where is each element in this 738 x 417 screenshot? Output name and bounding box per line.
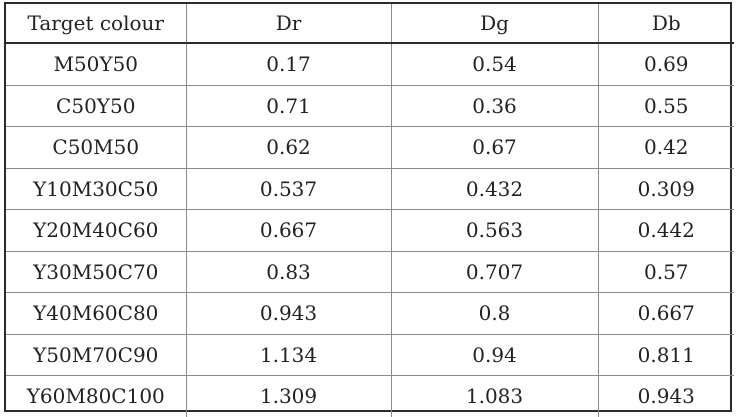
cell-db: 0.943 — [637, 384, 695, 409]
cell-target-colour: Y10M30C50 — [6, 168, 187, 210]
cell-dg: 0.36 — [391, 85, 599, 127]
header-dr: Dr — [186, 4, 392, 44]
cell-dr: 1.309 — [186, 375, 392, 417]
table-header: Target colour Dr Dg Db — [6, 4, 734, 44]
cell-target-colour: C50Y50 — [6, 85, 187, 127]
cell-dg: 1.083 — [391, 375, 599, 417]
cell-dr: 0.537 — [186, 168, 392, 210]
cell-dr: 0.943 — [186, 292, 392, 335]
target-colour-table: Target colour Dr Dg Db M50Y50 0.17 0.54 … — [6, 4, 734, 417]
cell-db: 0.55 — [598, 85, 734, 127]
cell-db: 0.442 — [598, 209, 734, 252]
header-target-colour: Target colour — [6, 4, 187, 44]
table-row: Y10M30C50 0.537 0.432 0.309 — [6, 168, 734, 210]
cell-dr: 0.83 — [186, 251, 392, 293]
cell-dg: 0.707 — [391, 251, 599, 293]
cell-db: 0.42 — [598, 126, 734, 169]
header-row: Target colour Dr Dg Db — [6, 4, 734, 44]
header-db: Db — [598, 4, 734, 44]
cell-db: 0.69 — [598, 43, 734, 86]
cell-target-colour: Y40M60C80 — [6, 292, 187, 335]
cell-db: 0.57 — [598, 251, 734, 293]
cell-target-colour: Y20M40C60 — [6, 209, 187, 252]
cell-db: 0.309 — [598, 168, 734, 210]
cell-target-colour: M50Y50 — [6, 43, 187, 86]
table-row: Y50M70C90 1.134 0.94 0.811 — [6, 334, 734, 376]
cell-dr: 0.667 — [186, 209, 392, 252]
cell-dg: 0.432 — [391, 168, 599, 210]
table-row: M50Y50 0.17 0.54 0.69 — [6, 43, 734, 86]
cell-target-colour: Y60M80C100 — [6, 375, 187, 417]
cell-dg: 0.8 — [391, 292, 599, 335]
table-row: Y20M40C60 0.667 0.563 0.442 — [6, 209, 734, 252]
table-row: C50M50 0.62 0.67 0.42 — [6, 126, 734, 169]
cell-dg: 0.54 — [391, 43, 599, 86]
cell-db: 0.667 — [598, 292, 734, 335]
cell-db: 0.811 — [598, 334, 734, 376]
table-row: Y30M50C70 0.83 0.707 0.57 — [6, 251, 734, 293]
table-row: Y40M60C80 0.943 0.8 0.667 — [6, 292, 734, 335]
cell-target-colour: Y50M70C90 — [6, 334, 187, 376]
header-dg: Dg — [391, 4, 599, 44]
table-body: M50Y50 0.17 0.54 0.69 C50Y50 0.71 0.36 0… — [6, 43, 734, 417]
cell-dg: 0.94 — [391, 334, 599, 376]
cell-target-colour: Y30M50C70 — [6, 251, 187, 293]
cell-dr: 0.17 — [186, 43, 392, 86]
cell-dr: 0.62 — [186, 126, 392, 169]
cell-dr: 1.134 — [186, 334, 392, 376]
cell-dr: 0.71 — [186, 85, 392, 127]
cell-target-colour: C50M50 — [6, 126, 187, 169]
cell-dg: 0.563 — [391, 209, 599, 252]
table-row: Y60M80C100 1.309 1.083 0.943 — [6, 375, 734, 417]
data-table-container: Target colour Dr Dg Db M50Y50 0.17 0.54 … — [4, 2, 734, 417]
table-row: C50Y50 0.71 0.36 0.55 — [6, 85, 734, 127]
cell-dg: 0.67 — [391, 126, 599, 169]
